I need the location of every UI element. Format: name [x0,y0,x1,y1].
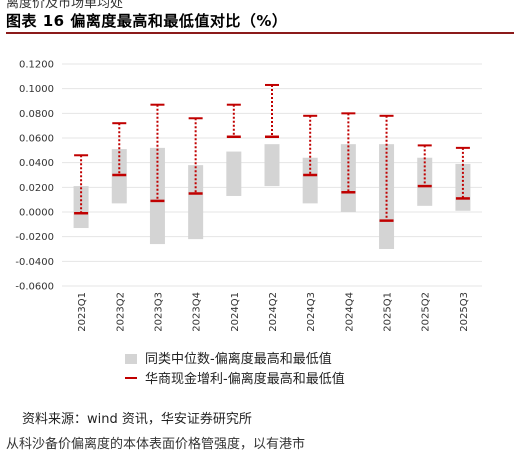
y-tick-label: -0.0600 [15,282,54,293]
source-note: 资料来源：wind 资讯，华安证券研究所 [22,412,252,427]
x-tick-label: 2025Q3 [459,292,470,332]
title-rule [6,32,514,34]
y-tick-label: 0.0400 [19,158,54,169]
y-tick-label: 0.0800 [19,109,54,120]
y-tick-label: 0.1200 [19,60,54,71]
legend-entry-median: 同类中位数-偏离度最高和最低值 [125,348,332,367]
legend-label-median: 同类中位数-偏离度最高和最低值 [145,352,332,367]
x-tick-label: 2025Q2 [421,292,432,332]
legend-entry-fund: 华商现金增利-偏离度最高和最低值 [125,368,345,387]
legend-bar-swatch [125,354,137,364]
legend-label-fund: 华商现金增利-偏离度最高和最低值 [145,372,345,387]
x-tick-label: 2024Q4 [344,292,355,332]
median-range-bar [264,144,280,187]
legend-line-swatch [125,377,137,379]
median-range-bar [455,163,471,211]
chart-title: 图表 16 偏离度最高和最低值对比（%） [6,12,288,30]
median-range-bar [149,147,165,245]
y-tick-label: 0.1000 [19,84,54,95]
y-tick-label: -0.0200 [15,232,54,243]
x-tick-label: 2023Q3 [153,292,164,332]
x-tick-label: 2023Q4 [192,292,203,332]
x-tick-label: 2023Q1 [77,292,88,332]
y-tick-label: 0.0600 [19,134,54,145]
median-range-bar [188,165,204,240]
median-range-bar [73,186,89,229]
median-range-bar [302,157,318,204]
x-tick-label: 2025Q1 [383,292,394,332]
y-tick-label: 0.0000 [19,208,54,219]
x-tick-label: 2024Q3 [306,292,317,332]
chart-plot: 0.1200 0.1000 0.0800 0.0600 0.0400 0.0200 0.00… [15,60,482,332]
x-tick-label: 2024Q1 [230,292,241,332]
x-tick-label: 2024Q2 [268,292,279,332]
y-tick-label: 0.0200 [19,183,54,194]
median-range-bar [226,151,242,196]
y-tick-label: -0.0400 [15,257,54,268]
clipped-top-text: 离度价及市场单均处 [6,0,124,11]
x-tick-label: 2023Q2 [115,292,126,332]
